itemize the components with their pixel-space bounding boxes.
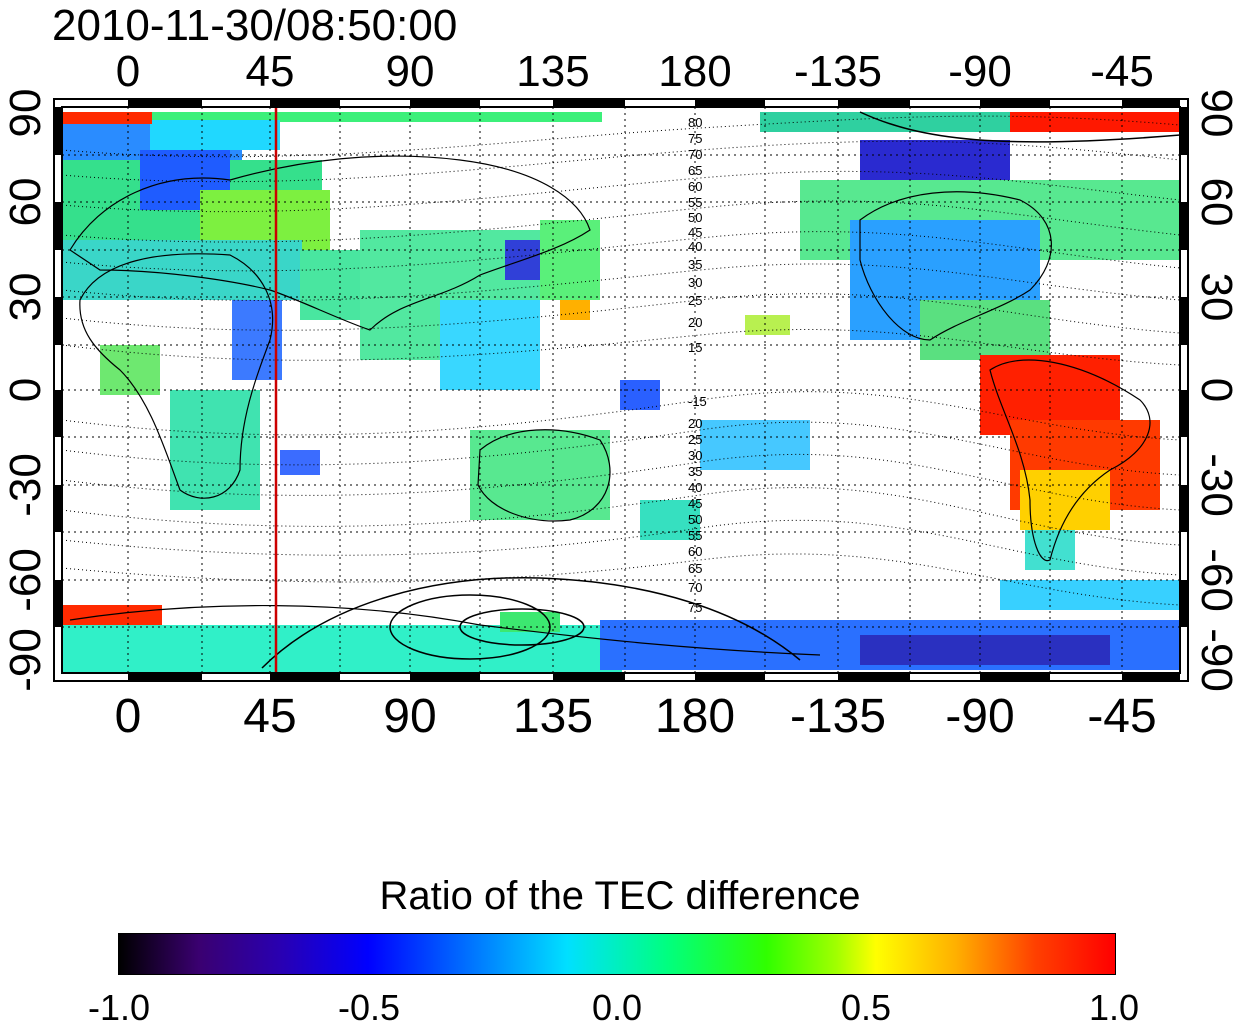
- lat-label-right: 60: [1192, 178, 1240, 227]
- contour-label: 15: [688, 340, 702, 355]
- lon-label-top: -135: [794, 47, 882, 96]
- top-longitude-labels: 0 45 90 135 180 -135 -90 -45: [116, 47, 1154, 96]
- contour-label: 65: [688, 561, 702, 576]
- contour-label: 30: [688, 275, 702, 290]
- lon-label-bottom: 135: [513, 690, 593, 743]
- lon-label-top: 0: [116, 47, 140, 96]
- lon-label-bottom: 90: [383, 690, 436, 743]
- contour-label: 70: [688, 147, 702, 162]
- lon-label-top: 45: [246, 47, 295, 96]
- lat-label-left: -90: [1, 628, 50, 692]
- colorbar-label: 0.5: [840, 987, 892, 1028]
- lon-label-top: -90: [948, 47, 1012, 96]
- colorbar-label: 0.0: [591, 987, 643, 1028]
- contour-label: 60: [688, 179, 702, 194]
- map-frame: [53, 98, 1189, 682]
- contour-label: 60: [688, 544, 702, 559]
- contour-label: 20: [688, 315, 702, 330]
- contour-label: 65: [688, 163, 702, 178]
- coastlines: [69, 155, 1151, 656]
- contour-label: 30: [688, 448, 702, 463]
- lat-label-left: 90: [1, 89, 50, 138]
- lon-label-top: 135: [516, 47, 589, 96]
- contour-label: -15: [688, 394, 707, 409]
- colorbar-label: -1.0: [87, 987, 151, 1028]
- contour-label: 35: [688, 464, 702, 479]
- bottom-longitude-labels: 0 45 90 135 180 -135 -90 -45: [115, 690, 1157, 743]
- tec-map: 80 75 70 65 60 55 50 45 40 35 30 25 20 1…: [1, 47, 1240, 743]
- auroral-oval-contours: [261, 111, 1180, 669]
- contour-label: 45: [688, 225, 702, 240]
- lat-label-left: -60: [1, 548, 50, 612]
- lon-label-top: -45: [1090, 47, 1154, 96]
- colorbar-title: Ratio of the TEC difference: [379, 874, 861, 918]
- lon-label-bottom: 0: [115, 690, 142, 743]
- colorbar-label: -0.5: [337, 987, 401, 1028]
- contour-label: 70: [688, 580, 702, 595]
- contour-label: 80: [688, 115, 702, 130]
- geomagnetic-contours: [62, 115, 1180, 606]
- lat-label-right: -60: [1192, 548, 1240, 612]
- contour-labels-north: 80 75 70 65 60 55 50 45 40 35 30 25 20 1…: [688, 115, 702, 355]
- lon-label-top: 180: [658, 47, 731, 96]
- contour-label: 75: [688, 131, 702, 146]
- contour-label: 55: [688, 195, 702, 210]
- contour-label: 40: [688, 239, 702, 254]
- lat-label-right: 30: [1192, 273, 1240, 322]
- lat-label-right: -90: [1192, 628, 1240, 692]
- contour-label: 75: [688, 600, 702, 615]
- lat-label-left: 0: [1, 378, 50, 402]
- lon-label-bottom: -135: [790, 690, 886, 743]
- contour-label: 45: [688, 496, 702, 511]
- lon-label-bottom: -90: [945, 690, 1014, 743]
- timestamp-title: 2010-11-30/08:50:00: [52, 1, 458, 50]
- contour-label: 50: [688, 512, 702, 527]
- lat-label-left: -30: [1, 453, 50, 517]
- graticule: [62, 107, 1180, 673]
- lon-label-top: 90: [386, 47, 435, 96]
- contour-label: 25: [688, 293, 702, 308]
- right-latitude-labels: 90 60 30 0 -30 -60 -90: [1192, 89, 1240, 692]
- contour-labels-south: -15 20 25 30 35 40 45 50 55 60 65 70 75: [688, 394, 707, 615]
- contour-label: 50: [688, 210, 702, 225]
- colorbar-label: 1.0: [1088, 987, 1140, 1028]
- colorbar: [118, 933, 1116, 975]
- tec-data-layer: [62, 112, 1180, 673]
- lat-label-right: 0: [1192, 378, 1240, 402]
- lat-label-right: -30: [1192, 453, 1240, 517]
- contour-label: 20: [688, 416, 702, 431]
- lat-label-left: 60: [1, 178, 50, 227]
- lat-label-left: 30: [1, 273, 50, 322]
- left-latitude-labels: 90 60 30 0 -30 -60 -90: [1, 89, 50, 692]
- contour-label: 25: [688, 432, 702, 447]
- contour-label: 40: [688, 480, 702, 495]
- lon-label-bottom: 45: [243, 690, 296, 743]
- contour-label: 35: [688, 257, 702, 272]
- lon-label-bottom: 180: [655, 690, 735, 743]
- lon-label-bottom: -45: [1087, 690, 1156, 743]
- lat-label-right: 90: [1192, 89, 1240, 138]
- contour-label: 55: [688, 528, 702, 543]
